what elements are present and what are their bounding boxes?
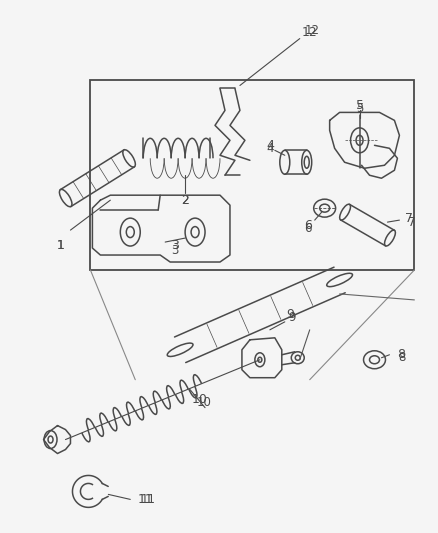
- Text: 9: 9: [288, 311, 296, 325]
- Ellipse shape: [291, 352, 304, 364]
- Ellipse shape: [44, 431, 57, 449]
- Text: 12: 12: [302, 26, 318, 39]
- Text: 6: 6: [304, 222, 311, 235]
- Text: 9: 9: [286, 309, 294, 321]
- Bar: [90, 80, 414, 270]
- Ellipse shape: [302, 150, 312, 174]
- Ellipse shape: [364, 351, 385, 369]
- Ellipse shape: [123, 150, 135, 167]
- Text: 11: 11: [138, 493, 153, 506]
- Text: 7: 7: [408, 216, 415, 229]
- Text: 1: 1: [57, 239, 64, 252]
- Text: 10: 10: [192, 393, 208, 406]
- Text: 11: 11: [141, 493, 156, 506]
- Text: 3: 3: [171, 239, 179, 252]
- Text: 2: 2: [181, 193, 189, 207]
- Ellipse shape: [340, 204, 350, 220]
- Ellipse shape: [385, 230, 396, 246]
- Text: 4: 4: [266, 142, 274, 155]
- Text: 8: 8: [397, 348, 406, 361]
- Text: 2: 2: [181, 193, 189, 207]
- Text: 6: 6: [304, 219, 312, 232]
- Text: 7: 7: [406, 212, 413, 224]
- Text: 10: 10: [197, 396, 212, 409]
- Ellipse shape: [120, 218, 140, 246]
- Text: 4: 4: [266, 139, 274, 152]
- Text: 12: 12: [304, 24, 319, 37]
- Ellipse shape: [60, 189, 72, 207]
- Text: 1: 1: [57, 239, 64, 252]
- Ellipse shape: [255, 353, 265, 367]
- Ellipse shape: [314, 199, 336, 217]
- Ellipse shape: [185, 218, 205, 246]
- Ellipse shape: [327, 273, 353, 287]
- Ellipse shape: [350, 128, 368, 153]
- Text: 5: 5: [356, 102, 363, 115]
- Ellipse shape: [280, 150, 290, 174]
- Text: 8: 8: [399, 351, 406, 364]
- Text: 3: 3: [171, 244, 179, 256]
- Text: 5: 5: [356, 99, 364, 112]
- Ellipse shape: [167, 343, 193, 357]
